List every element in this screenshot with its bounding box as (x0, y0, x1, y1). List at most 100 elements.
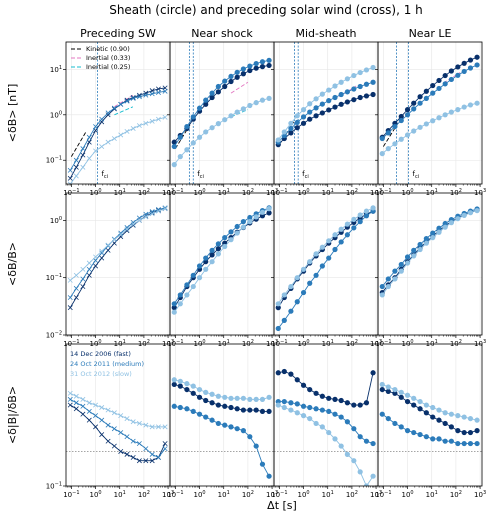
data-point (326, 238, 332, 244)
series-line (278, 401, 374, 444)
data-point (247, 219, 253, 225)
legend-entry: Inertial (0.25) (86, 63, 130, 71)
x-tick-label: 101 (218, 339, 230, 348)
x-tick-label: 101 (218, 490, 230, 499)
data-point (357, 212, 363, 218)
data-point (234, 74, 240, 80)
x-tick-label: 100 (89, 188, 101, 197)
data-point (442, 81, 448, 87)
data-point (222, 422, 228, 428)
data-point (240, 224, 246, 230)
data-point (430, 235, 436, 241)
data-point (423, 88, 429, 94)
data-point (326, 107, 332, 113)
data-point (184, 406, 190, 412)
x-tick-label: 103 (266, 188, 278, 197)
x-tick-label: 102 (450, 188, 462, 197)
slope-line (114, 94, 134, 108)
column-title: Mid-sheath (296, 27, 357, 40)
data-point (313, 390, 319, 396)
data-point (430, 118, 436, 124)
panel-frame (65, 192, 171, 336)
data-point (332, 396, 338, 403)
x-tick-label: 101 (426, 339, 438, 348)
data-point (253, 407, 259, 413)
data-point (344, 400, 350, 406)
series-line (173, 64, 270, 143)
data-point (467, 415, 474, 422)
data-point (136, 217, 142, 223)
data-point (307, 109, 313, 115)
data-point (136, 441, 142, 447)
data-point (99, 116, 105, 122)
data-point (80, 403, 86, 409)
x-tick-label: 101 (322, 339, 334, 348)
data-point (209, 90, 215, 96)
data-point (357, 69, 363, 76)
x-tick-label: 103 (162, 339, 174, 348)
data-point (80, 152, 86, 158)
data-point (423, 121, 429, 127)
data-point (423, 236, 429, 242)
data-point (461, 60, 467, 66)
data-point (392, 123, 398, 130)
x-tick-label: 103 (266, 490, 278, 499)
series-line (173, 59, 270, 147)
data-point (149, 451, 155, 457)
data-point (190, 408, 196, 415)
data-point (222, 117, 228, 123)
data-point (215, 402, 221, 408)
data-point (215, 83, 221, 90)
data-point (209, 125, 215, 131)
x-tick-label: 102 (242, 490, 254, 499)
x-tick-label: 100 (297, 188, 309, 197)
data-point (398, 113, 404, 120)
data-point (357, 83, 363, 90)
data-point (338, 79, 344, 85)
data-point (461, 429, 467, 436)
data-point (177, 154, 183, 160)
data-point (436, 85, 442, 92)
data-point (417, 406, 423, 412)
series-line (381, 210, 478, 296)
data-point (430, 404, 436, 411)
data-point (338, 239, 344, 245)
data-point (93, 254, 99, 260)
data-point (461, 68, 467, 75)
data-point (124, 416, 130, 422)
column-title: Near LE (409, 27, 452, 40)
data-point (319, 393, 325, 399)
data-point (417, 241, 423, 248)
data-point (363, 67, 370, 73)
column-titles: Preceding SW Near shock Mid-sheath Near LE (80, 27, 451, 40)
series-line (173, 97, 270, 165)
data-point (209, 417, 215, 423)
y-tick-label: 10−1 (46, 273, 62, 282)
data-point (124, 98, 130, 104)
data-point (404, 254, 411, 260)
data-point (326, 98, 332, 104)
data-point (184, 386, 190, 393)
data-point (266, 95, 272, 101)
data-point (215, 121, 221, 127)
series-line (173, 212, 270, 308)
data-point (196, 411, 203, 417)
series-line (381, 56, 478, 138)
x-tick-label: 10−1 (63, 339, 79, 348)
y-tick-label: 10−1 (46, 482, 62, 491)
data-point (222, 243, 228, 250)
series-line (173, 208, 270, 313)
series-line (381, 64, 478, 139)
data-point (392, 268, 398, 274)
column-title: Near shock (191, 27, 253, 40)
data-point (130, 125, 136, 131)
data-point (240, 106, 246, 112)
data-point (240, 395, 246, 401)
data-point (338, 414, 344, 420)
data-point (73, 272, 79, 278)
fci-label: fci (101, 170, 108, 180)
data-point (288, 308, 294, 314)
data-point (379, 386, 385, 393)
data-point (436, 77, 442, 84)
panel: 10−1 100 101 102 103 (375, 192, 486, 348)
